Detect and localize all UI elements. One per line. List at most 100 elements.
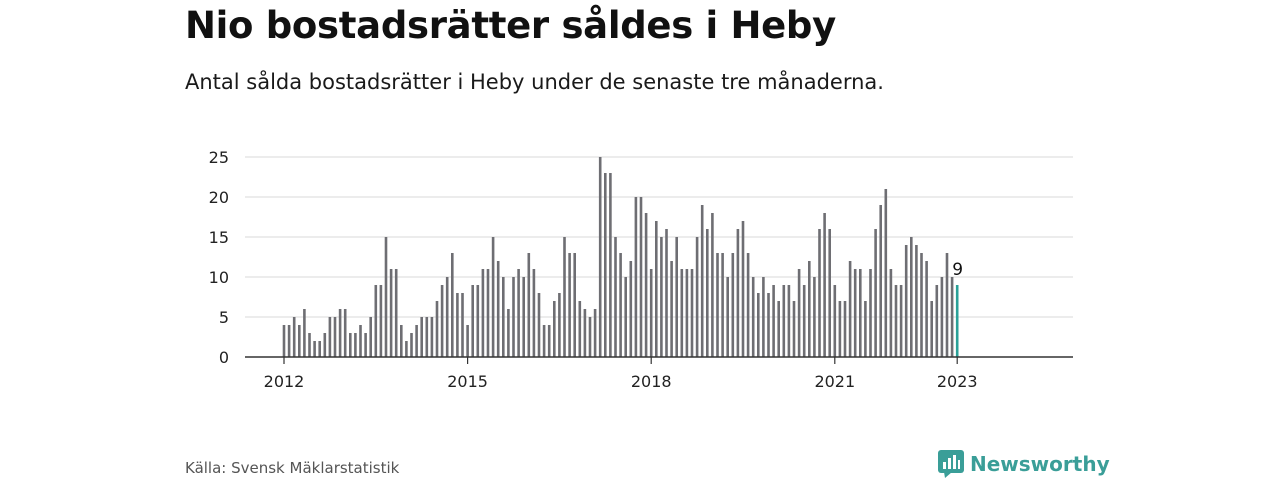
bar [512, 277, 515, 357]
y-tick-label: 20 [209, 188, 229, 207]
bar [813, 277, 816, 357]
bar [925, 261, 928, 357]
bar [456, 293, 459, 357]
bar [435, 301, 439, 357]
bar [772, 285, 775, 357]
bar [721, 253, 724, 357]
bar [864, 301, 867, 357]
bar [394, 269, 398, 357]
bar [282, 325, 286, 357]
bar [741, 221, 745, 357]
brand-logo[interactable]: Newsworthy [938, 450, 1110, 478]
bar [430, 317, 434, 357]
bar [869, 269, 872, 357]
bar [930, 301, 933, 357]
y-tick-label: 25 [209, 148, 229, 167]
bar [746, 253, 750, 357]
x-axis-ticks: 2012 2015 2018 2021 2023 [264, 357, 978, 391]
last-value-label: 9 [952, 260, 963, 280]
bar [287, 325, 291, 357]
bar [502, 277, 505, 357]
bar [410, 333, 413, 357]
bar [451, 253, 454, 357]
bar [762, 277, 765, 357]
bar [777, 301, 780, 357]
bar [359, 325, 362, 357]
bar [338, 309, 342, 357]
bar [823, 213, 826, 357]
bar [573, 253, 576, 357]
bar [542, 325, 546, 357]
bar [292, 317, 296, 357]
bar [828, 229, 831, 357]
bar [751, 277, 755, 357]
bar [904, 245, 908, 357]
bar [369, 317, 372, 357]
bar [507, 309, 510, 357]
page-title: Nio bostadsrätter såldes i Heby [185, 4, 836, 47]
bar [364, 333, 367, 357]
bar [894, 285, 898, 357]
bar [354, 333, 357, 357]
bar [736, 229, 740, 357]
bar [593, 309, 597, 357]
bar [629, 261, 633, 357]
bar [848, 261, 852, 357]
bar [440, 285, 444, 357]
bar [874, 229, 877, 357]
bar [690, 269, 694, 357]
page-subtitle: Antal sålda bostadsrätter i Heby under d… [185, 70, 884, 94]
bar [767, 293, 770, 357]
bar [787, 285, 791, 357]
bar [588, 317, 592, 357]
bar [384, 237, 388, 357]
bar [471, 285, 474, 357]
bar [660, 237, 663, 357]
bar [670, 261, 673, 357]
brand-name: Newsworthy [970, 452, 1110, 476]
bar [405, 341, 408, 357]
x-tick-label: 2023 [937, 372, 978, 391]
bar [853, 269, 857, 357]
bar [818, 229, 821, 357]
bar [889, 269, 893, 357]
bar [680, 269, 684, 357]
bar [517, 269, 520, 357]
y-tick-label: 5 [219, 308, 229, 327]
bar [838, 301, 842, 357]
bar [782, 285, 786, 357]
bar [349, 333, 352, 357]
bar [639, 197, 643, 357]
bar [757, 293, 760, 357]
bar [950, 277, 954, 357]
bar [833, 285, 837, 357]
bar [313, 341, 316, 357]
bar [486, 269, 490, 357]
bar [496, 261, 500, 357]
x-tick-label: 2018 [631, 372, 672, 391]
bar-latest [955, 285, 959, 357]
bar [843, 301, 847, 357]
bar [481, 269, 485, 357]
bar [583, 309, 587, 357]
x-tick-label: 2015 [447, 372, 488, 391]
bar [604, 173, 607, 357]
bar [879, 205, 882, 357]
bar [420, 317, 423, 357]
x-tick-label: 2021 [814, 372, 855, 391]
bar [323, 333, 327, 357]
bar [619, 253, 622, 357]
bar-chart-speech-bubble-icon [938, 450, 964, 478]
bar [547, 325, 551, 357]
bar [379, 285, 383, 357]
bar [624, 277, 627, 357]
bar [920, 253, 923, 357]
bar [808, 261, 811, 357]
bar [700, 205, 704, 357]
bar [532, 269, 536, 357]
bar [711, 213, 714, 357]
bar [859, 269, 862, 357]
bar [706, 229, 709, 357]
bar [655, 221, 658, 357]
bar [374, 285, 378, 357]
